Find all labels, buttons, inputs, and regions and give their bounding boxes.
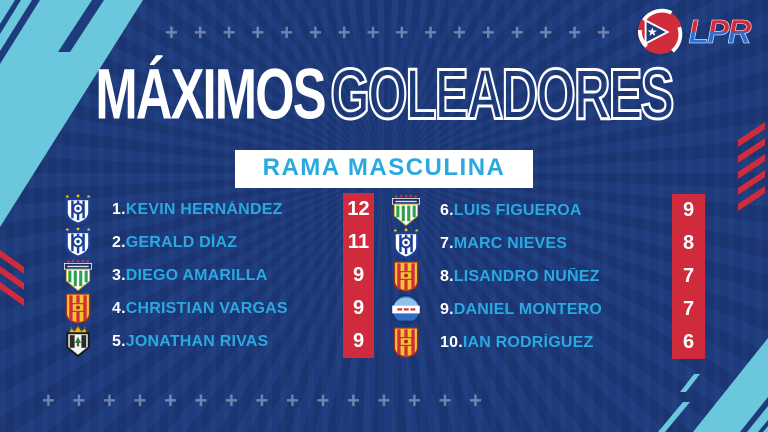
scorer-row: 7.MARC NIEVES 8	[388, 227, 705, 260]
plus-decoration-row-bottom: + + + + + + + + + + + + + + +	[42, 390, 482, 412]
player-name: LUIS FIGUEROA	[453, 201, 582, 219]
metropolitan-crest-icon	[388, 194, 440, 227]
blue-shield-crest-icon	[60, 193, 112, 226]
scorer-row: 8.LISANDRO NUÑEZ 7	[388, 260, 705, 293]
blue-ball-crest-icon	[388, 293, 440, 326]
goals-count: 7	[672, 260, 705, 293]
player-name: GERALD DÍAZ	[125, 233, 238, 251]
scorers-column-right: 6.LUIS FIGUEROA 9 7.MARC NIEVES 8 8.LISAND…	[388, 194, 705, 359]
plus-icon: +	[165, 20, 178, 45]
scorer-row: 10.IAN RODRÍGUEZ 6	[388, 326, 705, 359]
player-rank: 5.	[112, 332, 126, 350]
player-rank: 1.	[112, 200, 126, 218]
scorer-row: 3.DIEGO AMARILLA 9	[60, 259, 374, 292]
red-chevron-decoration-left	[0, 250, 24, 306]
title-solid: MÁXIMOS	[95, 55, 326, 135]
plus-icon: +	[481, 20, 495, 45]
plus-icon: +	[164, 388, 177, 413]
plus-icon: +	[222, 20, 236, 45]
plus-icon: +	[193, 20, 207, 45]
plus-icon: +	[452, 20, 466, 45]
plus-icon: +	[395, 20, 409, 45]
metropolitan-crest-icon	[60, 259, 112, 292]
subtitle-badge: RAMA MASCULINA	[234, 150, 534, 188]
scorer-row: 6.LUIS FIGUEROA 9	[388, 194, 705, 227]
player-rank: 8.	[440, 267, 454, 285]
goals-count: 9	[343, 259, 374, 292]
goals-count: 9	[343, 325, 374, 358]
plus-icon: +	[194, 388, 208, 413]
title-outline: GOLEADORES	[329, 54, 675, 136]
plus-icon: +	[424, 20, 438, 45]
plus-icon: +	[469, 388, 482, 413]
lpr-logo-text: LPR	[688, 13, 755, 51]
goals-count: 8	[672, 227, 705, 260]
goals-count: 12	[343, 193, 374, 226]
plus-icon: +	[133, 388, 147, 413]
scorer-row: 2.GERALD DÍAZ 11	[60, 226, 374, 259]
player-rank: 7.	[440, 234, 454, 252]
plus-icon: +	[255, 388, 269, 413]
plus-icon: +	[308, 20, 322, 45]
player-name: DIEGO AMARILLA	[125, 266, 268, 284]
goals-count: 7	[672, 293, 705, 326]
player-name: IAN RODRÍGUEZ	[462, 333, 594, 351]
player-rank: 9.	[440, 300, 454, 318]
scorer-row: 1.KEVIN HERNÁNDEZ 12	[60, 193, 374, 226]
player-rank: 4.	[112, 299, 126, 317]
subtitle-row: RAMA MASCULINA	[0, 150, 768, 188]
plus-icon: +	[103, 388, 116, 413]
red-yellow-crest-icon	[388, 326, 440, 359]
player-rank: 3.	[112, 266, 126, 284]
player-name: DANIEL MONTERO	[453, 300, 603, 318]
soccer-ball-icon	[637, 8, 682, 55]
player-name: LISANDRO NUÑEZ	[453, 267, 600, 285]
plus-icon: +	[72, 388, 86, 413]
plus-icon: +	[510, 20, 524, 45]
blue-shield-crest-icon	[60, 226, 112, 259]
goals-count: 6	[672, 326, 705, 359]
scorer-row: 5.JONATHAN RIVAS 9	[60, 325, 374, 358]
player-rank: 10.	[440, 333, 463, 351]
plus-icon: +	[316, 388, 330, 413]
plus-icon: +	[251, 20, 265, 45]
plus-icon: +	[377, 388, 391, 413]
plus-icon: +	[568, 20, 582, 45]
player-name: JONATHAN RIVAS	[125, 332, 269, 350]
goals-count: 11	[343, 226, 374, 259]
player-name: KEVIN HERNÁNDEZ	[125, 200, 283, 218]
lpr-logo: LPR	[636, 8, 755, 56]
scorers-column-left: 1.KEVIN HERNÁNDEZ 12 2.GERALD DÍAZ 11 3.DI…	[60, 193, 374, 358]
player-rank: 2.	[112, 233, 126, 251]
player-name: MARC NIEVES	[453, 234, 568, 252]
crown-shield-crest-icon	[60, 325, 112, 358]
goals-count: 9	[672, 194, 705, 227]
plus-icon: +	[408, 388, 421, 413]
player-name: CHRISTIAN VARGAS	[125, 299, 288, 317]
plus-icon: +	[42, 388, 55, 413]
plus-icon: +	[347, 388, 360, 413]
plus-icon: +	[596, 20, 610, 45]
plus-icon: +	[280, 20, 294, 45]
player-rank: 6.	[440, 201, 454, 219]
plus-icon: +	[286, 388, 299, 413]
blue-shield-crest-icon	[388, 227, 440, 260]
plus-icon: +	[438, 388, 452, 413]
scorer-row: 4.CHRISTIAN VARGAS 9	[60, 292, 374, 325]
red-yellow-crest-icon	[60, 292, 112, 325]
page-title: MÁXIMOS GOLEADORES	[23, 54, 745, 136]
scorer-row: 9.DANIEL MONTERO 7	[388, 293, 705, 326]
plus-icon: +	[225, 388, 238, 413]
plus-icon: +	[539, 20, 553, 45]
red-yellow-crest-icon	[388, 260, 440, 293]
plus-icon: +	[366, 20, 380, 45]
goals-count: 9	[343, 292, 374, 325]
plus-decoration-row-top: + + + + + + + + + + + + + + + +	[165, 22, 610, 44]
plus-icon: +	[337, 20, 351, 45]
